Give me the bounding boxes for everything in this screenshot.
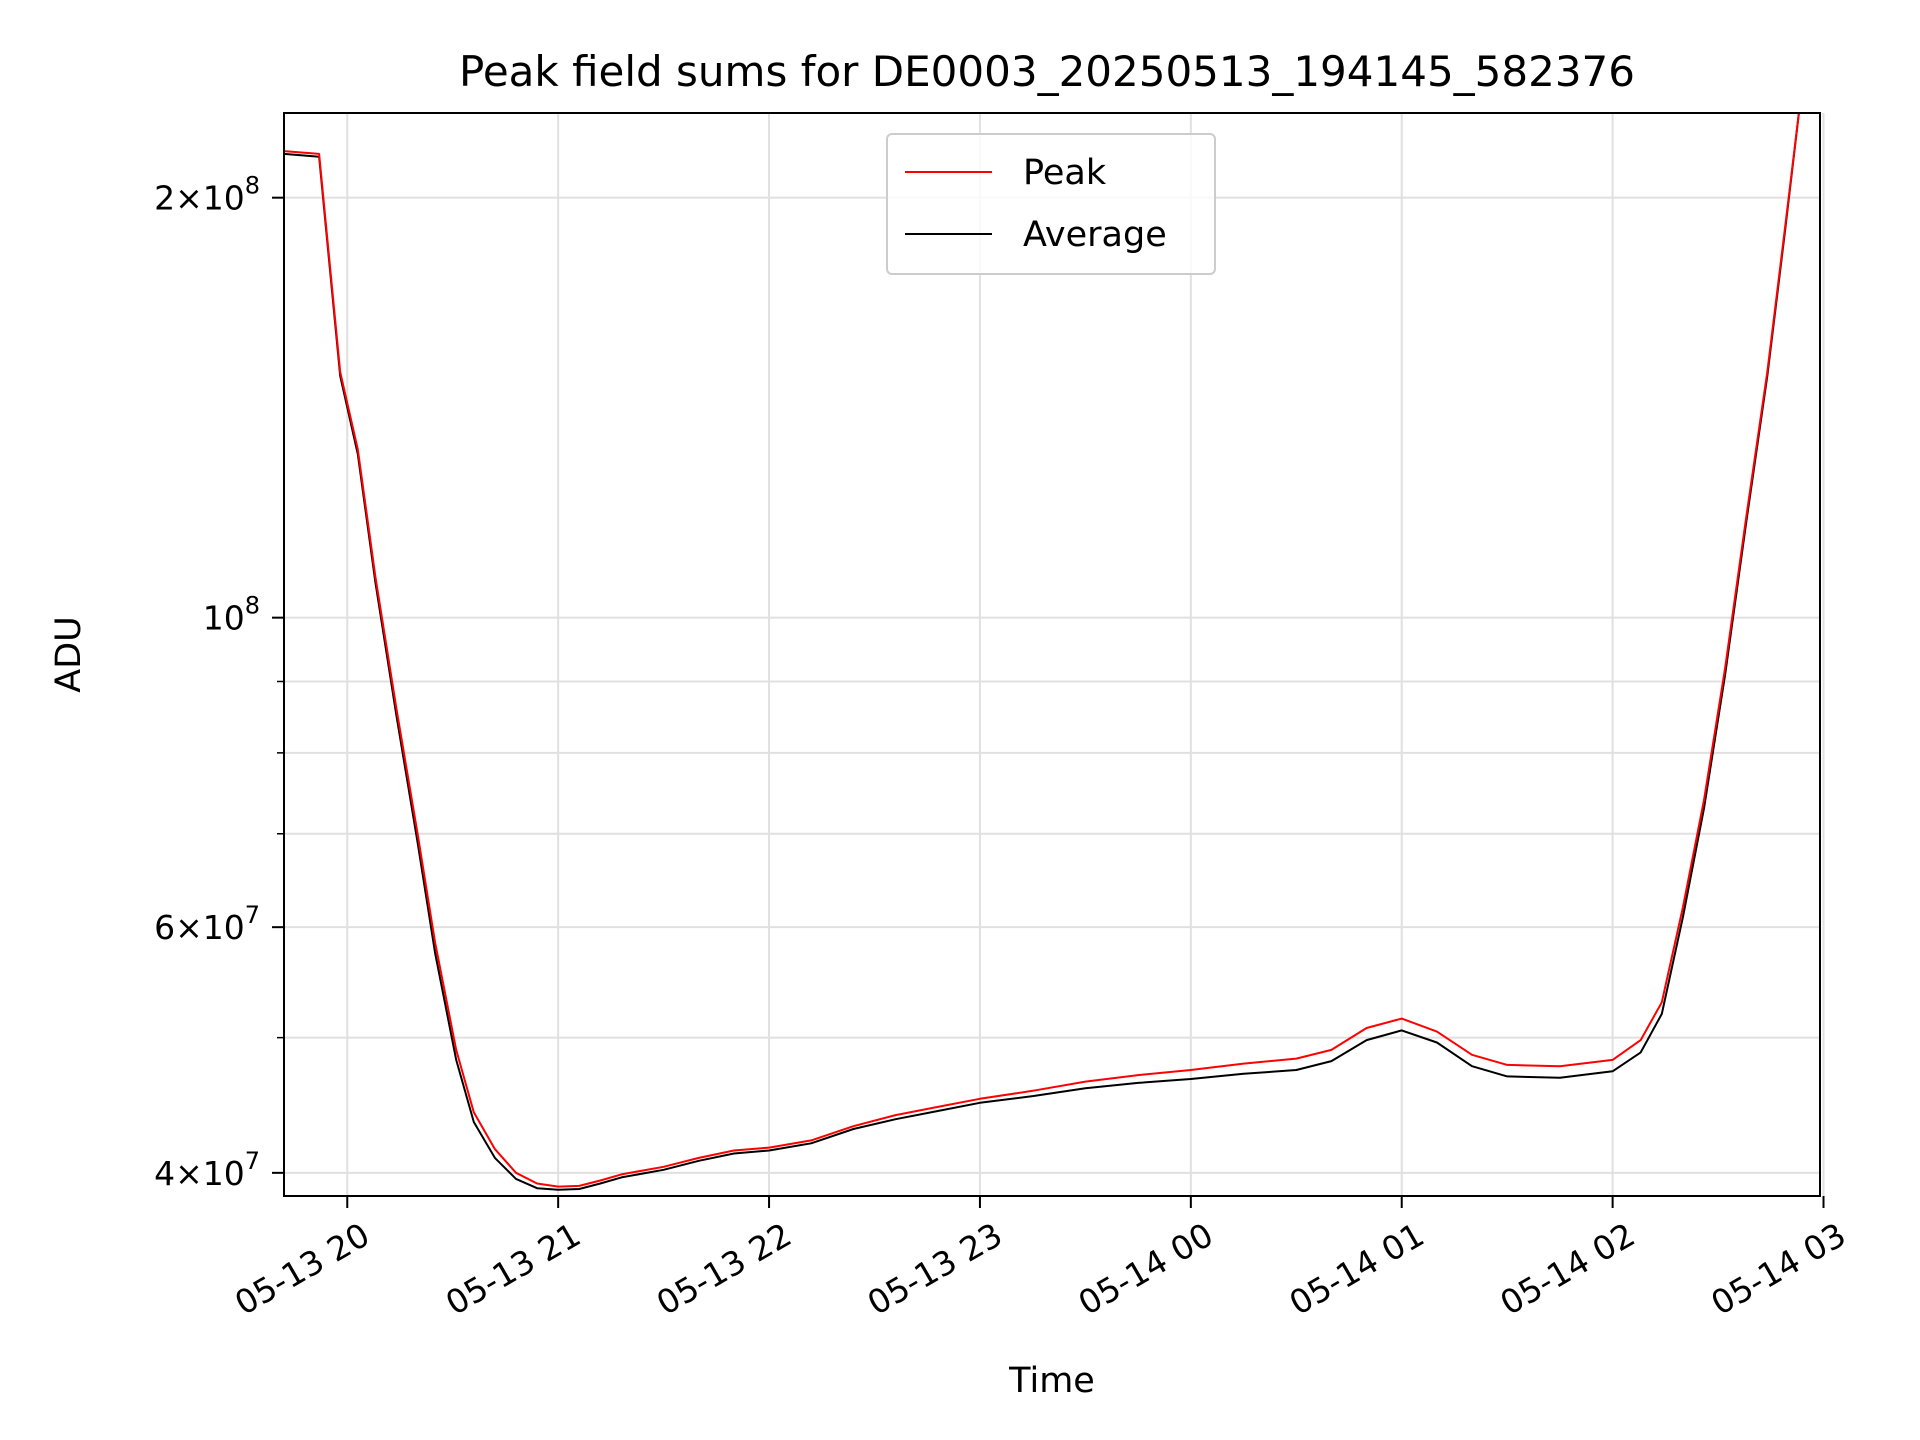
y-tick-base: 6 — [154, 908, 175, 947]
y-tick-times: × — [175, 1154, 203, 1193]
y-tick-times: × — [175, 179, 203, 218]
y-tick-base: 2 — [154, 179, 175, 218]
plot-background — [284, 113, 1820, 1196]
legend-label-average: Average — [1023, 215, 1167, 255]
y-tick-exponent: 8 — [245, 172, 260, 200]
y-tick-ten: 10 — [203, 908, 245, 947]
y-tick-exponent: 7 — [245, 1147, 260, 1175]
grid — [284, 113, 1825, 1196]
y-tick-label: 108 — [203, 592, 260, 638]
y-tick-exponent: 7 — [245, 901, 260, 929]
series-line-average — [283, 112, 1800, 1191]
y-tick-label: 6×107 — [154, 901, 260, 947]
y-tick-exponent: 8 — [245, 592, 260, 620]
legend: Peak Average — [886, 133, 1216, 275]
y-axis-label: ADU — [49, 616, 89, 693]
y-tick-ten: 10 — [203, 599, 245, 638]
y-tick-ten: 10 — [203, 1154, 245, 1193]
plot-area — [283, 112, 1825, 1197]
y-tick-label: 2×108 — [154, 172, 260, 218]
plot-frame — [283, 112, 1821, 1197]
chart-title: Peak field sums for DE0003_20250513_1941… — [459, 47, 1635, 96]
series-layer — [283, 112, 1800, 1191]
series-line-peak — [283, 112, 1800, 1188]
y-tick-ten: 10 — [203, 179, 245, 218]
y-tick-times: × — [175, 908, 203, 947]
x-axis-label: Time — [1008, 1361, 1095, 1401]
y-tick-base: 4 — [154, 1154, 175, 1193]
legend-label-peak: Peak — [1023, 153, 1107, 193]
legend-box — [886, 133, 1216, 275]
y-tick-label: 4×107 — [154, 1147, 260, 1193]
